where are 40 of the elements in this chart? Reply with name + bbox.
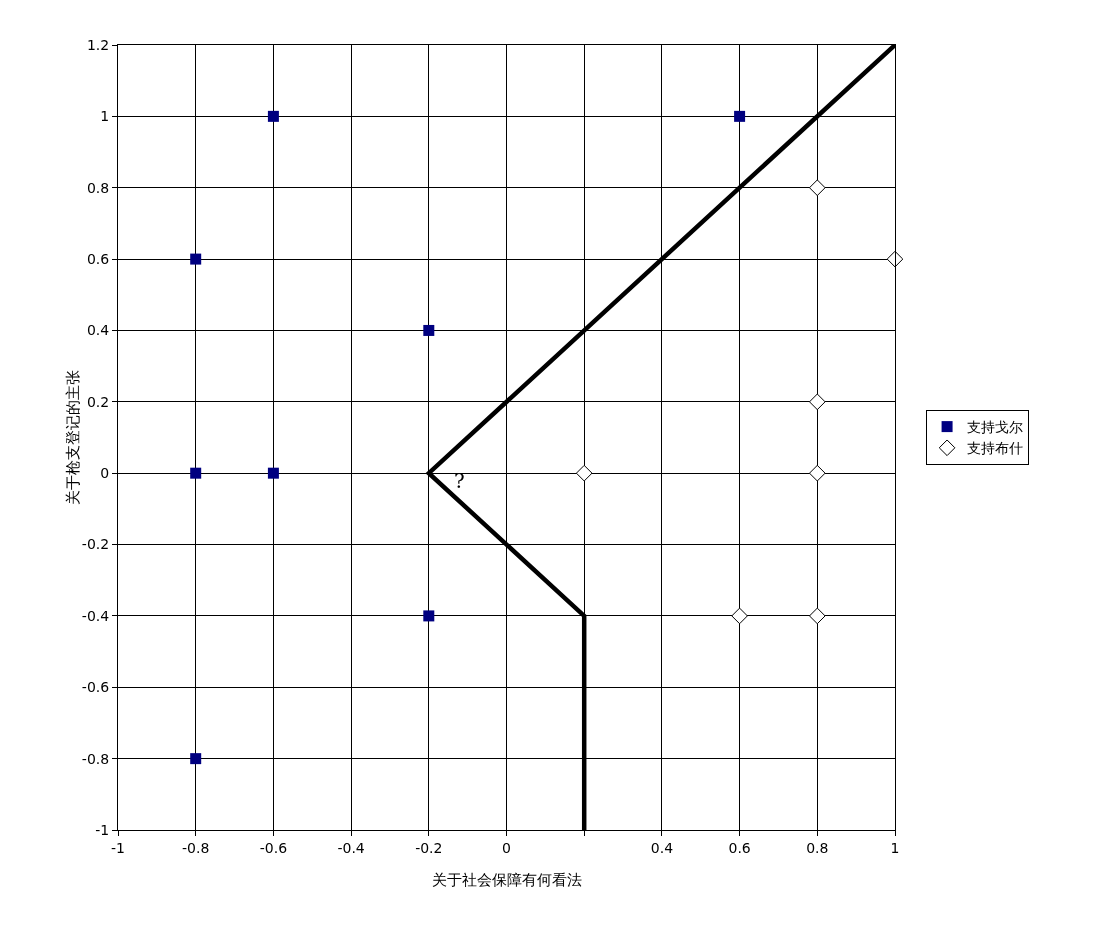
- legend-label: 支持布什: [967, 440, 1024, 457]
- x-tick-label: 1: [890, 839, 900, 856]
- y-tick-label: -0.2: [81, 536, 110, 553]
- x-tick-label: 0: [502, 839, 511, 856]
- x-tick-label: 0.8: [806, 839, 829, 856]
- y-tick-label: 1: [100, 108, 110, 125]
- point: [267, 110, 279, 122]
- point: [190, 253, 202, 265]
- point: [809, 179, 826, 197]
- x-tick-label: -0.4: [337, 839, 365, 856]
- y-tick-label: 0.6: [86, 250, 110, 267]
- x-tick-label: -0.8: [182, 839, 210, 856]
- x-tick-label: -0.6: [259, 839, 288, 856]
- y-tick-label: -0.6: [81, 679, 110, 696]
- y-tick-label: 0: [100, 465, 110, 482]
- x-tick-label: -0.2: [415, 839, 443, 856]
- point: [423, 324, 435, 336]
- y-axis-title: 关于枪支登记的主张: [64, 370, 82, 505]
- y-tick-label: -0.8: [81, 750, 110, 767]
- x-tick-label: 0.6: [728, 839, 751, 856]
- x-tick-label: -1: [111, 839, 125, 856]
- y-tick-label: 0.2: [86, 393, 110, 410]
- y-tick-label: -0.4: [81, 607, 110, 624]
- point: [190, 467, 202, 479]
- point: [423, 610, 435, 622]
- y-tick-label: -1: [95, 821, 110, 838]
- legend-label: 支持戈尔: [967, 419, 1024, 436]
- point: [809, 607, 826, 625]
- x-tick-label: 0.4: [650, 839, 674, 856]
- point: [734, 110, 746, 122]
- y-tick-label: 0.4: [86, 322, 110, 339]
- point: [190, 753, 202, 765]
- x-axis-title: 关于社会保障有何看法: [431, 871, 582, 889]
- point: [809, 464, 826, 482]
- point: [731, 607, 748, 625]
- y-tick-label: 0.8: [86, 179, 110, 196]
- point: [575, 464, 593, 482]
- point: [267, 467, 279, 479]
- point: [809, 393, 826, 411]
- y-tick-label: 1.2: [86, 36, 110, 53]
